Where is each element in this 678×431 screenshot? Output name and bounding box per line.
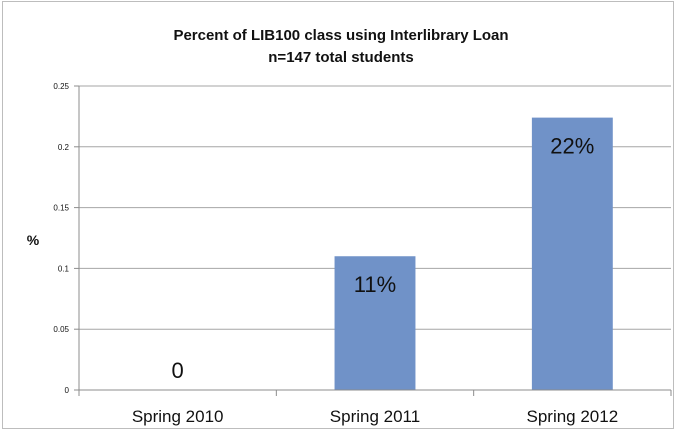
y-tick-label: 0.2 [58,143,70,152]
data-label: 0 [172,358,184,383]
bar [334,256,416,390]
y-tick-label: 0.25 [53,82,69,91]
y-axis-label: % [27,232,40,248]
data-label: 11% [354,272,396,297]
chart-title: Percent of LIB100 class using Interlibra… [173,27,508,44]
y-tick-label: 0.1 [58,264,70,273]
x-category-label: Spring 2011 [330,407,420,426]
axes [74,85,672,396]
y-tick-label: 0.05 [53,325,69,334]
x-category-label: Spring 2012 [526,407,618,426]
y-tick-label: 0 [65,386,70,395]
y-tick-label: 0.15 [53,204,69,213]
chart-subtitle: n=147 total students [268,49,413,66]
bars [334,117,613,390]
x-category-label: Spring 2010 [132,407,224,426]
labels: 0 0.05 0.1 0.15 0.2 0.25 0 Spring 2010 11% Spring… [53,82,618,426]
data-label: 22% [550,134,594,159]
bar [531,117,613,390]
bar-chart: Percent of LIB100 class using Interlibra… [27,27,672,426]
